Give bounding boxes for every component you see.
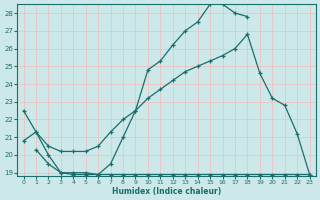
- X-axis label: Humidex (Indice chaleur): Humidex (Indice chaleur): [112, 187, 221, 196]
